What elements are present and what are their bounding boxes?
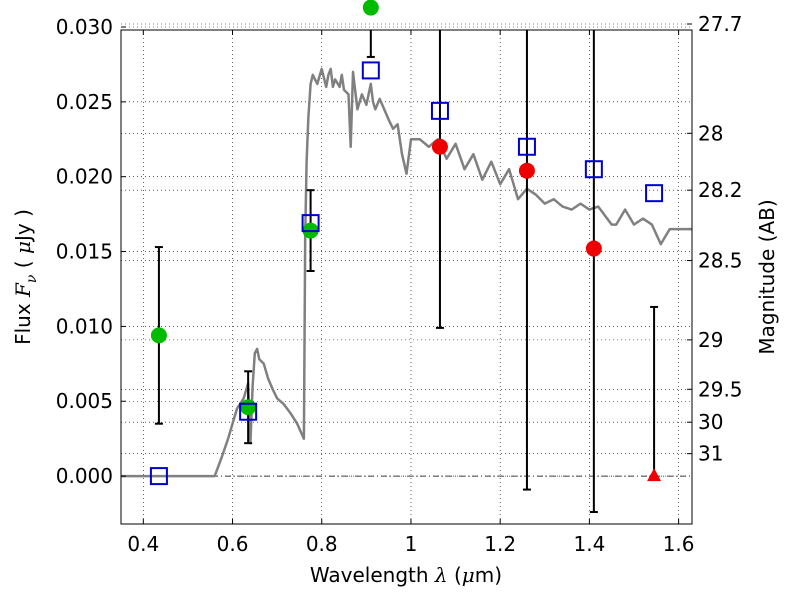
y2-tick-label: 29	[698, 328, 723, 352]
y-axis-label: Flux Fν ( μJy )	[11, 209, 40, 345]
data-point-square	[430, 101, 449, 120]
data-point-circle	[240, 399, 257, 416]
y2-tick-label: 28.5	[698, 249, 743, 273]
y2-axis-label: Magnitude (AB)	[755, 199, 779, 354]
data-point-circle	[518, 162, 535, 179]
data-point-square	[517, 137, 536, 156]
x-tick-label: 1.2	[484, 532, 516, 556]
y-tick-label: 0.000	[56, 464, 113, 488]
x-tick-label: 1	[405, 532, 418, 556]
data-point-circle	[362, 0, 379, 16]
x-tick-label: 1.4	[573, 532, 605, 556]
x-tick-label: 0.4	[127, 532, 159, 556]
data-point-square	[645, 184, 664, 203]
plot-frame	[120, 29, 693, 525]
x-tick-label: 0.6	[217, 532, 249, 556]
data-point-square	[584, 160, 603, 179]
y-tick-label: 0.020	[56, 165, 113, 189]
data-point-square	[301, 214, 320, 233]
y-tick-label: 0.010	[56, 314, 113, 338]
y-tick-label: 0.025	[56, 90, 113, 114]
axis-ticks: 0.4 0.6 0.8 1 1.2 1.4 1.6 0.000 0.005 0.010 0.015 0…	[56, 12, 743, 556]
model-spectrum	[121, 67, 692, 478]
y2-tick-label: 30	[698, 410, 723, 434]
y-tick-label: 0.015	[56, 240, 113, 264]
data-point-square	[361, 61, 380, 80]
x-tick-label: 0.8	[306, 532, 338, 556]
data-point-square	[239, 402, 258, 421]
y2-tick-label: 31	[698, 442, 723, 466]
x-tick-label: 1.6	[663, 532, 695, 556]
y2-tick-label: 28	[698, 121, 723, 145]
y2-tick-label: 27.7	[698, 12, 743, 36]
y2-tick-label: 29.5	[698, 377, 743, 401]
plot-background	[121, 30, 692, 524]
data-point-circle	[431, 138, 448, 155]
y2-tick-label: 28.2	[698, 178, 743, 202]
y-tick-label: 0.005	[56, 389, 113, 413]
x-axis-label: Wavelength λ (μm)	[310, 563, 502, 587]
data-point-circle	[150, 327, 167, 344]
data-markers	[149, 0, 664, 486]
data-point-triangle	[647, 468, 662, 482]
y-tick-label: 0.030	[56, 15, 113, 39]
data-point-circle	[585, 240, 602, 257]
spectrum-line	[121, 67, 692, 478]
data-point-square	[149, 467, 168, 486]
